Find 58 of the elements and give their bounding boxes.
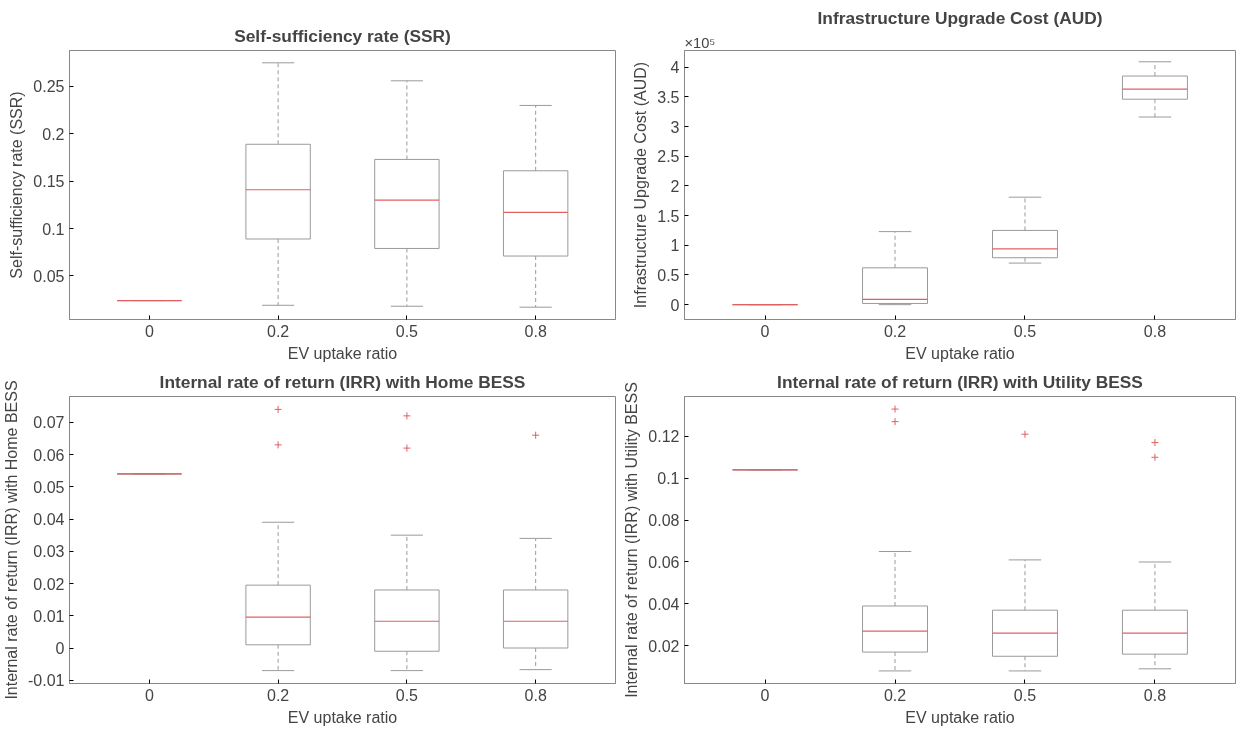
x-tick-label: 0.2: [883, 686, 907, 704]
chart-title: Infrastructure Upgrade Cost (AUD): [817, 7, 1103, 28]
x-tick-label: 0: [760, 686, 770, 704]
x-axis-title: EV uptake ratio: [287, 708, 398, 726]
y-tick-label: 0.02: [33, 575, 65, 593]
x-tick-label: 0.2: [266, 322, 290, 340]
y-tick-label: 0.02: [648, 637, 680, 655]
y-tick-label: 0.06: [33, 446, 65, 464]
x-tick-label: 0.2: [883, 322, 907, 340]
chart-title: Self-sufficiency rate (SSR): [234, 25, 451, 46]
text: ×10⁵: [684, 34, 716, 51]
y-tick-label: 2: [670, 177, 680, 195]
y-tick-label: 0.03: [33, 543, 65, 561]
x-axis-title: EV uptake ratio: [287, 344, 398, 362]
x-tick-label: 0: [760, 322, 770, 340]
y-tick-label: 1.5: [657, 207, 680, 225]
x-axis-title: EV uptake ratio: [905, 344, 1015, 362]
y-tick-label: 0.5: [657, 266, 680, 284]
y-tick-label: 0.06: [648, 554, 680, 571]
y-axis-title: Internal rate of return (IRR) with Home BESS: [3, 380, 21, 700]
y-axis-title: Infrastructure Upgrade Cost (AUD): [632, 61, 650, 309]
x-tick-label: 0.8: [524, 322, 547, 340]
y-tick-label: 1: [670, 237, 680, 255]
y-tick-label: 0.05: [33, 267, 65, 285]
y-tick-label: 0: [55, 640, 65, 658]
y-axis-title: Internal rate of return (IRR) with Utility BESS: [623, 382, 641, 698]
x-tick-label: 0.5: [395, 322, 419, 340]
y-tick-label: 3.5: [657, 88, 680, 106]
x-tick-label: 0.5: [1013, 686, 1037, 704]
y-tick-label: 0.15: [33, 173, 65, 191]
x-tick-label: 0: [144, 686, 154, 704]
x-tick-label: 0.8: [1143, 322, 1167, 340]
y-tick-label: 0.08: [648, 512, 680, 530]
y-tick-label: 0.07: [33, 414, 65, 432]
x-axis-title: EV uptake ratio: [905, 708, 1015, 726]
y-tick-label: 0.1: [42, 220, 65, 238]
y-tick-label: 0.01: [33, 607, 65, 625]
y-tick-label: 0.2: [42, 125, 65, 143]
y-tick-label: 0.1: [657, 470, 680, 488]
chart-title: Internal rate of return (IRR) with Utility BESS: [777, 371, 1143, 392]
y-tick-label: 0.05: [33, 478, 65, 496]
y-tick-label: 2.5: [657, 148, 680, 166]
x-tick-label: 0.5: [1013, 322, 1037, 340]
y-tick-label: 0: [670, 296, 680, 314]
x-tick-label: 0: [144, 322, 154, 340]
x-tick-label: 0.8: [1143, 686, 1167, 704]
y-tick-label: 0.04: [33, 511, 65, 529]
chart-title: Internal rate of return (IRR) with Home BESS: [159, 371, 526, 392]
y-tick-label: 0.04: [648, 595, 680, 613]
y-tick-label: 3: [670, 118, 680, 136]
y-tick-label: -0.01: [28, 672, 65, 690]
y-axis-title: Self-sufficiency rate (SSR): [8, 91, 26, 279]
x-tick-label: 0.5: [395, 686, 419, 704]
x-tick-label: 0.2: [266, 686, 290, 704]
y-tick-label: 0.12: [648, 428, 680, 446]
y-tick-label: 0.25: [33, 78, 65, 96]
y-tick-label: 4: [670, 59, 680, 77]
x-tick-label: 0.8: [524, 686, 547, 704]
